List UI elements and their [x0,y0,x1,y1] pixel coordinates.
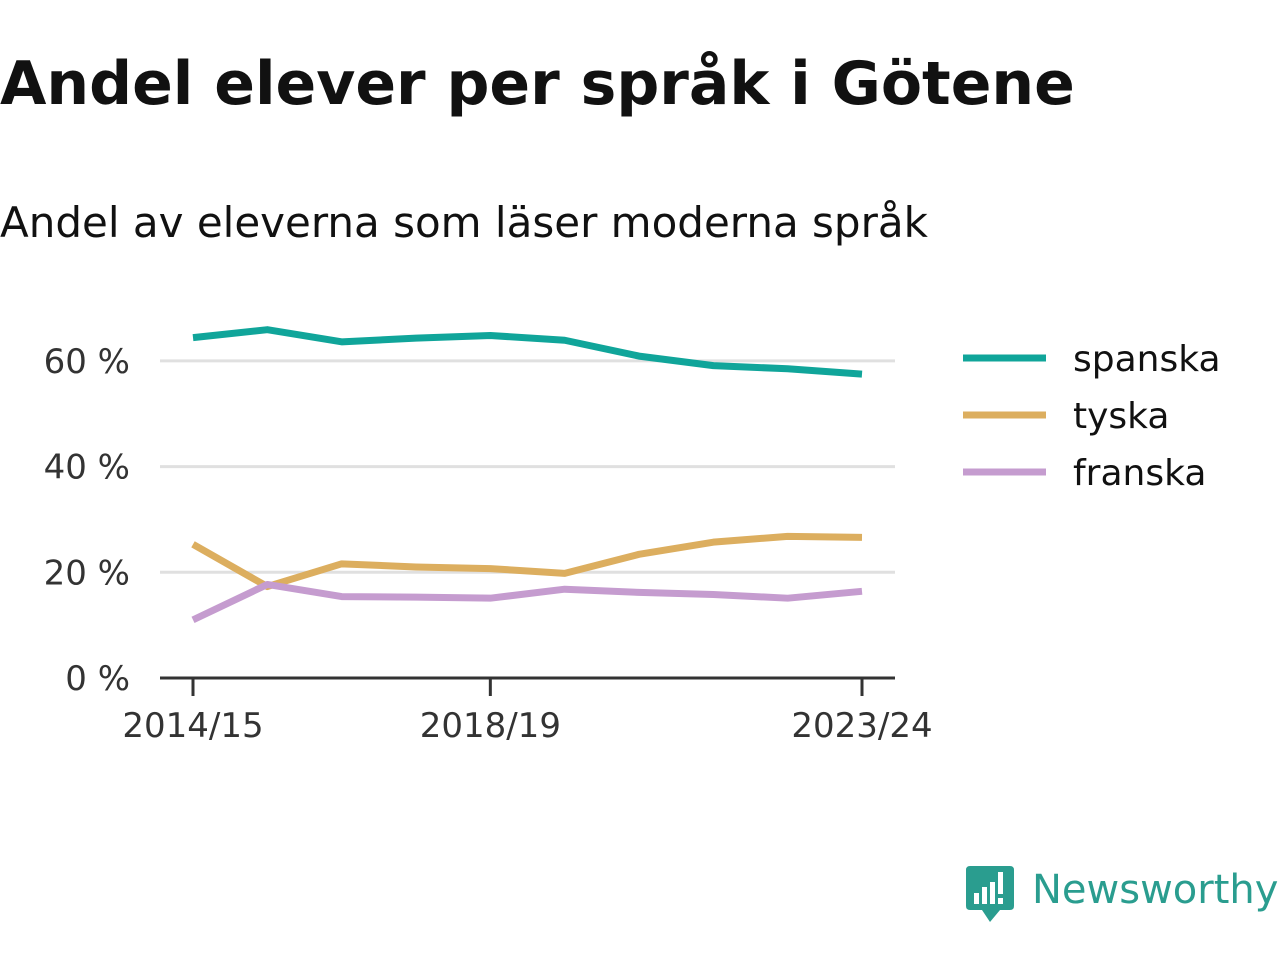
chart-title: Andel elever per språk i Götene [0,49,1075,119]
newsworthy-logo-icon [966,866,1014,922]
chart-subtitle: Andel av eleverna som läser moderna språ… [0,198,929,247]
legend-item-spanska: spanska [963,339,1221,380]
legend-item-franska: franska [963,453,1206,494]
gridlines [160,359,895,574]
series-line-spanska [192,326,863,378]
y-tick-label: 60 % [44,342,130,382]
x-axis: 2014/15 2018/19 2023/24 [122,676,933,746]
y-tick-label: 20 % [44,553,130,593]
x-tick-label: 2023/24 [791,706,932,746]
legend-label: tyska [1073,396,1169,437]
legend: spanska tyska franska [963,339,1221,494]
y-axis-ticks: 0 % 20 % 40 % 60 % [44,342,130,699]
series-lines [191,326,863,624]
x-tick-label: 2018/19 [420,706,561,746]
legend-label: spanska [1073,339,1221,380]
series-line-tyska [191,532,863,591]
series-line-franska [191,580,863,624]
y-tick-label: 40 % [44,448,130,488]
y-tick-label: 0 % [65,659,130,699]
legend-item-tyska: tyska [963,396,1169,437]
brand-logo: Newsworthy [966,866,1278,922]
legend-label: franska [1073,453,1206,494]
brand-name: Newsworthy [1032,867,1278,913]
x-tick-label: 2014/15 [122,706,263,746]
